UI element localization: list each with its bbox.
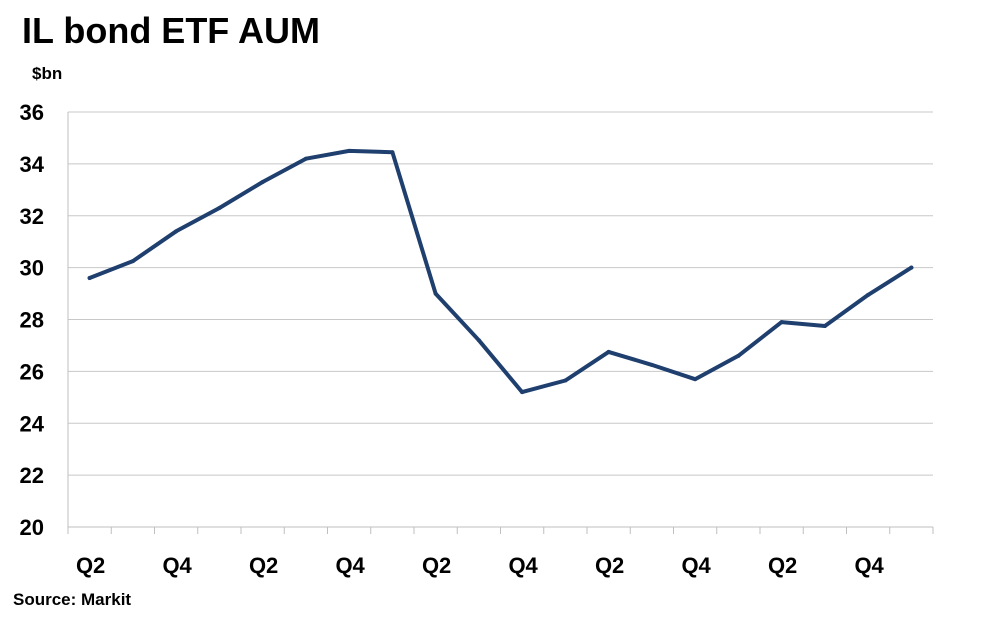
x-tick-label-3: Q2 xyxy=(249,553,278,578)
data-point-17 xyxy=(779,320,784,325)
data-point-14 xyxy=(649,362,654,367)
data-point-3 xyxy=(174,229,179,234)
data-point-20 xyxy=(909,265,914,270)
y-tick-label-32: 32 xyxy=(20,204,44,229)
y-tick-label-26: 26 xyxy=(20,359,44,384)
data-point-9 xyxy=(433,291,438,296)
y-axis-unit-label: $bn xyxy=(32,64,63,83)
data-point-16 xyxy=(736,353,741,358)
y-tick-label-20: 20 xyxy=(20,515,44,540)
x-tick-label-9: Q2 xyxy=(768,553,797,578)
x-tick-label-1: Q2 xyxy=(76,553,105,578)
y-tick-label-36: 36 xyxy=(20,100,44,125)
data-point-4 xyxy=(217,205,222,210)
data-point-18 xyxy=(822,323,827,328)
x-tick-label-8: Q4 xyxy=(681,553,711,578)
y-tick-label-22: 22 xyxy=(20,463,44,488)
data-point-19 xyxy=(866,292,871,297)
data-point-12 xyxy=(563,378,568,383)
y-tick-label-30: 30 xyxy=(20,256,44,281)
x-tick-label-2: Q4 xyxy=(162,553,192,578)
x-tick-label-10: Q4 xyxy=(854,553,884,578)
x-tick-label-4: Q4 xyxy=(335,553,365,578)
source-note: Source: Markit xyxy=(13,590,132,609)
series-line-aum xyxy=(87,148,914,395)
y-tick-label-34: 34 xyxy=(20,152,45,177)
chart-title: IL bond ETF AUM xyxy=(22,10,320,51)
y-tick-label-24: 24 xyxy=(20,411,45,436)
data-point-5 xyxy=(260,180,265,185)
data-point-2 xyxy=(130,259,135,264)
data-point-6 xyxy=(303,156,308,161)
x-tick-label-6: Q4 xyxy=(508,553,538,578)
data-point-7 xyxy=(347,148,352,153)
x-tick-label-5: Q2 xyxy=(422,553,451,578)
data-point-11 xyxy=(520,390,525,395)
data-point-1 xyxy=(87,276,92,280)
data-point-13 xyxy=(606,349,611,354)
data-point-8 xyxy=(390,150,395,155)
data-point-10 xyxy=(476,338,481,343)
y-tick-label-28: 28 xyxy=(20,308,44,333)
data-point-15 xyxy=(693,377,698,382)
x-tick-label-7: Q2 xyxy=(595,553,624,578)
